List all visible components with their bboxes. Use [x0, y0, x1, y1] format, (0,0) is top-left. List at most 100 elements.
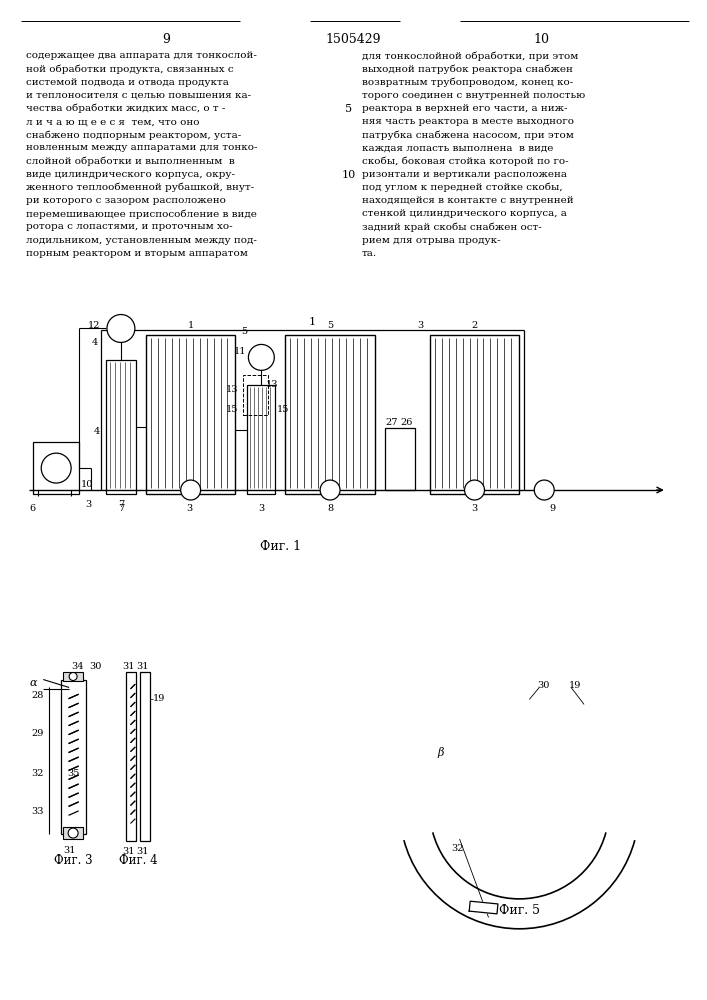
- Text: стенкой цилиндрического корпуса, а: стенкой цилиндрического корпуса, а: [362, 209, 567, 218]
- Bar: [146, 335, 235, 494]
- Text: 11: 11: [233, 347, 246, 356]
- Text: порным реактором и вторым аппаратом: порным реактором и вторым аппаратом: [26, 249, 248, 258]
- Text: 7: 7: [118, 500, 124, 509]
- Text: 31: 31: [63, 846, 76, 855]
- Text: 4: 4: [94, 427, 100, 436]
- Text: 10: 10: [81, 480, 93, 489]
- Text: 35: 35: [67, 769, 79, 778]
- Text: каждая лопасть выполнена  в виде: каждая лопасть выполнена в виде: [362, 143, 554, 152]
- Circle shape: [320, 480, 340, 500]
- Text: 29: 29: [31, 729, 44, 738]
- Circle shape: [69, 673, 77, 680]
- Text: чества обработки жидких масс, о т -: чества обработки жидких масс, о т -: [26, 104, 226, 113]
- Text: 34: 34: [71, 662, 83, 671]
- Bar: [106, 360, 136, 494]
- Text: 5: 5: [242, 327, 247, 336]
- Text: снабжено подпорным реактором, уста-: снабжено подпорным реактором, уста-: [26, 130, 242, 140]
- Bar: [243, 375, 269, 415]
- Text: ротора с лопастями, и проточным хо-: ротора с лопастями, и проточным хо-: [26, 222, 233, 231]
- Text: 1505429: 1505429: [325, 33, 381, 46]
- Text: новленным между аппаратами для тонко-: новленным между аппаратами для тонко-: [26, 143, 258, 152]
- Circle shape: [41, 453, 71, 483]
- Text: лодильником, установленным между под-: лодильником, установленным между под-: [26, 236, 257, 245]
- Text: слойной обработки и выполненным  в: слойной обработки и выполненным в: [26, 157, 235, 166]
- Text: 15: 15: [277, 405, 290, 414]
- Circle shape: [248, 344, 274, 370]
- Bar: [63, 827, 83, 839]
- Text: α: α: [29, 678, 37, 688]
- Circle shape: [107, 315, 135, 342]
- Text: 31: 31: [136, 847, 148, 856]
- Text: та.: та.: [362, 249, 377, 258]
- Text: виде цилиндрического корпуса, окру-: виде цилиндрического корпуса, окру-: [26, 170, 235, 179]
- Text: выходной патрубок реактора снабжен: выходной патрубок реактора снабжен: [362, 64, 573, 74]
- Bar: [63, 672, 83, 681]
- Text: 32: 32: [452, 844, 464, 853]
- Text: системой подвода и отвода продукта: системой подвода и отвода продукта: [26, 78, 229, 87]
- Bar: [385, 428, 415, 490]
- Text: 5: 5: [346, 104, 353, 114]
- Bar: [33, 442, 79, 494]
- Text: 8: 8: [327, 504, 333, 513]
- Text: 19: 19: [569, 681, 582, 690]
- Text: реактора в верхней его части, а ниж-: реактора в верхней его части, а ниж-: [362, 104, 568, 113]
- Text: 13: 13: [226, 385, 238, 394]
- Text: скобы, боковая стойка которой по го-: скобы, боковая стойка которой по го-: [362, 157, 568, 166]
- Text: возвратным трубопроводом, конец ко-: возвратным трубопроводом, конец ко-: [362, 78, 573, 87]
- Text: β: β: [438, 747, 444, 758]
- Text: 13: 13: [265, 380, 278, 389]
- Text: 4: 4: [92, 338, 98, 347]
- Text: задний край скобы снабжен ост-: задний край скобы снабжен ост-: [362, 222, 542, 232]
- Text: 10: 10: [342, 170, 356, 180]
- Text: 2: 2: [472, 321, 478, 330]
- Circle shape: [534, 480, 554, 500]
- Text: Фиг. 3: Фиг. 3: [54, 854, 93, 867]
- Text: Фиг. 5: Фиг. 5: [499, 904, 540, 917]
- Bar: [140, 672, 150, 841]
- Bar: [247, 385, 275, 494]
- Text: 28: 28: [31, 691, 44, 700]
- Text: 27: 27: [386, 418, 398, 427]
- Text: 1: 1: [187, 321, 194, 330]
- Text: 31: 31: [136, 662, 148, 671]
- Text: 10: 10: [533, 33, 549, 46]
- Text: 30: 30: [537, 681, 549, 690]
- Text: торого соединен с внутренней полостью: торого соединен с внутренней полостью: [362, 91, 585, 100]
- Text: няя часть реактора в месте выходного: няя часть реактора в месте выходного: [362, 117, 574, 126]
- Text: 32: 32: [31, 769, 44, 778]
- Text: 15: 15: [226, 405, 238, 414]
- Text: ризонтали и вертикали расположена: ризонтали и вертикали расположена: [362, 170, 567, 179]
- Text: 33: 33: [31, 807, 44, 816]
- Text: 3: 3: [187, 504, 193, 513]
- Text: под углом к передней стойке скобы,: под углом к передней стойке скобы,: [362, 183, 563, 192]
- Text: и теплоносителя с целью повышения ка-: и теплоносителя с целью повышения ка-: [26, 91, 252, 100]
- Text: 5: 5: [327, 321, 333, 330]
- Text: 3: 3: [472, 504, 478, 513]
- Text: 3: 3: [258, 504, 264, 513]
- Text: л и ч а ю щ е е с я  тем, что оно: л и ч а ю щ е е с я тем, что оно: [26, 117, 200, 126]
- Bar: [430, 335, 520, 494]
- Text: 31: 31: [122, 662, 134, 671]
- Text: находящейся в контакте с внутренней: находящейся в контакте с внутренней: [362, 196, 573, 205]
- Text: патрубка снабжена насосом, при этом: патрубка снабжена насосом, при этом: [362, 130, 574, 140]
- Text: 26: 26: [401, 418, 413, 427]
- Text: 31: 31: [122, 847, 134, 856]
- Text: 12: 12: [88, 320, 100, 330]
- Text: рием для отрыва продук-: рием для отрыва продук-: [362, 236, 501, 245]
- Text: 7: 7: [118, 504, 124, 513]
- Text: перемешивающее приспособление в виде: перемешивающее приспособление в виде: [26, 209, 257, 219]
- Text: для тонкослойной обработки, при этом: для тонкослойной обработки, при этом: [362, 51, 578, 61]
- Text: 3: 3: [418, 321, 424, 330]
- Circle shape: [464, 480, 484, 500]
- Text: Фиг. 4: Фиг. 4: [119, 854, 157, 867]
- Text: содержащее два аппарата для тонкослой-: содержащее два аппарата для тонкослой-: [26, 51, 257, 60]
- Text: 30: 30: [89, 662, 101, 671]
- Bar: [61, 680, 86, 834]
- Text: 9: 9: [162, 33, 170, 46]
- Text: 9: 9: [549, 504, 556, 513]
- Circle shape: [181, 480, 201, 500]
- Text: 3: 3: [85, 500, 91, 509]
- Text: ной обработки продукта, связанных с: ной обработки продукта, связанных с: [26, 64, 234, 74]
- Text: 6: 6: [29, 504, 35, 513]
- Text: 1: 1: [308, 317, 316, 327]
